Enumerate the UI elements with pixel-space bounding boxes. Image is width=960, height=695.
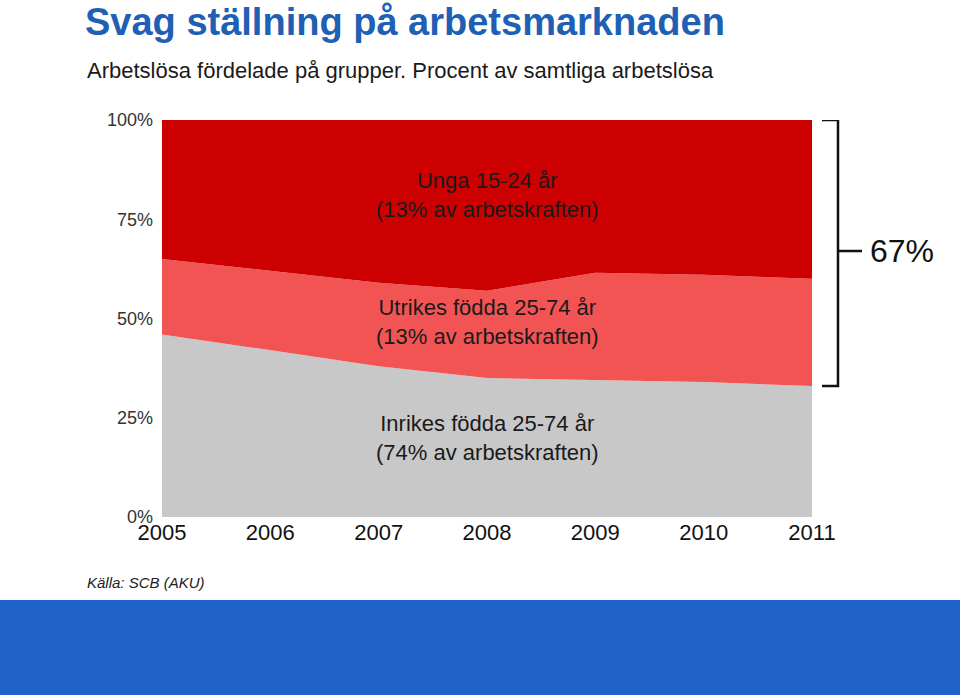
svg-text:50%: 50%: [117, 309, 153, 329]
svg-text:75%: 75%: [117, 210, 153, 230]
svg-text:Svag ställning på arbetsmarkna: Svag ställning på arbetsmarknaden: [85, 1, 725, 43]
svg-text:Arbetslösa fördelade på gruppe: Arbetslösa fördelade på grupper. Procent…: [87, 58, 714, 83]
svg-text:100%: 100%: [107, 110, 153, 130]
svg-text:Inrikes födda 25-74 år(74% av: Inrikes födda 25-74 år(74% av arbetskraf…: [376, 411, 599, 465]
svg-text:Unga 15-24 år(13% av arbetskra: Unga 15-24 år(13% av arbetskraften): [376, 168, 599, 222]
svg-text:Källa: SCB (AKU): Källa: SCB (AKU): [87, 574, 205, 591]
svg-text:2008: 2008: [463, 520, 512, 545]
svg-text:2007: 2007: [354, 520, 403, 545]
svg-text:25%: 25%: [117, 408, 153, 428]
svg-text:2011: 2011: [788, 520, 835, 545]
svg-text:2009: 2009: [571, 520, 620, 545]
svg-text:2006: 2006: [246, 520, 295, 545]
svg-text:0%: 0%: [127, 507, 153, 527]
svg-text:Utrikes födda 25-74 år(13% av: Utrikes födda 25-74 år(13% av arbetskraf…: [376, 295, 599, 349]
svg-text:2010: 2010: [679, 520, 728, 545]
svg-text:67%: 67%: [870, 233, 934, 269]
svg-text:2005: 2005: [138, 520, 187, 545]
